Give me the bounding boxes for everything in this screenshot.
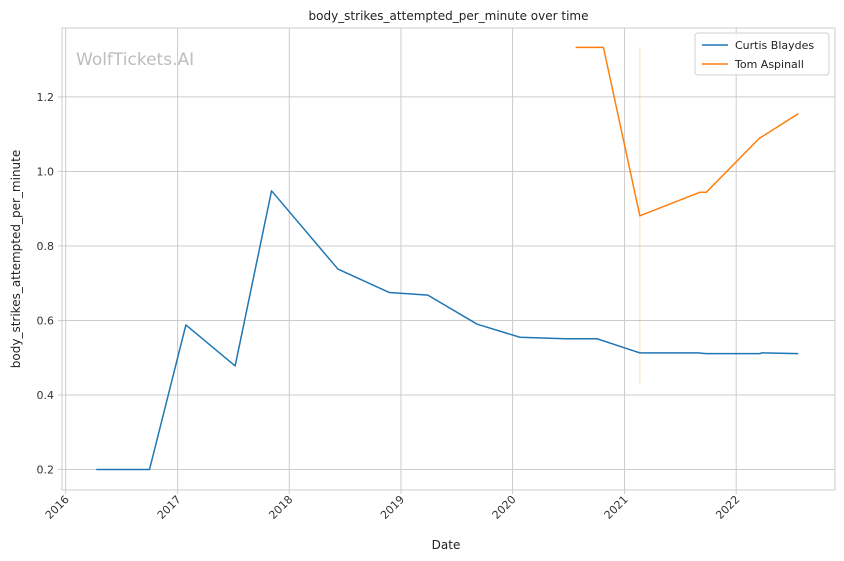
y-axis-label: body_strikes_attempted_per_minute <box>9 150 23 368</box>
y-tick-label: 1.2 <box>37 91 55 104</box>
y-tick-label: 1.0 <box>37 165 55 178</box>
y-tick-label: 0.2 <box>37 464 55 477</box>
watermark-text: WolfTickets.AI <box>76 50 194 70</box>
legend-label-tom-aspinall: Tom Aspinall <box>734 58 804 71</box>
gridlines <box>62 28 835 490</box>
legend-label-curtis-blaydes: Curtis Blaydes <box>735 39 814 52</box>
y-tick-label: 0.6 <box>37 314 55 327</box>
legend-box <box>694 32 830 76</box>
y-tick-label: 0.8 <box>37 240 55 253</box>
y-tick-label: 0.4 <box>37 389 55 402</box>
legend: Curtis Blaydes Tom Aspinall <box>694 32 830 76</box>
x-axis-label: Date <box>432 538 461 552</box>
chart-title: body_strikes_attempted_per_minute over t… <box>309 9 589 23</box>
series-layer <box>96 46 799 471</box>
plot-frame <box>61 27 836 491</box>
plot-area <box>62 28 835 490</box>
